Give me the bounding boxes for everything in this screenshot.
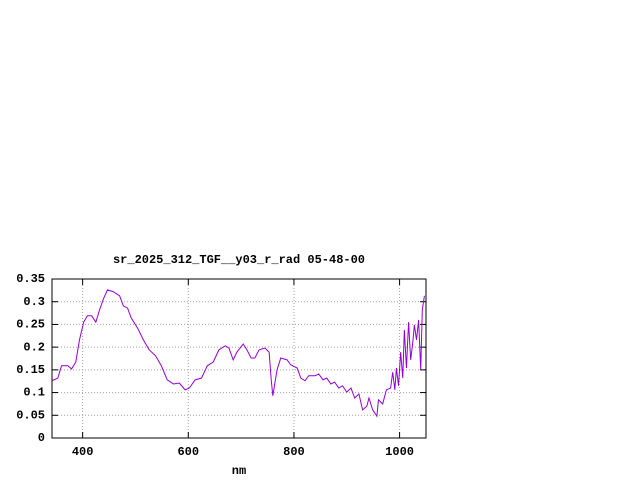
x-tick-label: 600 (177, 445, 199, 459)
y-tick-label: 0.05 (16, 408, 45, 422)
y-tick-label: 0.2 (23, 340, 45, 354)
x-tick-label: 400 (72, 445, 94, 459)
y-tick-label: 0.15 (16, 363, 45, 377)
x-tick-label: 1000 (385, 445, 414, 459)
chart-title: sr_2025_312_TGF__y03_r_rad 05-48-00 (113, 253, 365, 267)
y-tick-label: 0.35 (16, 272, 45, 286)
y-tick-label: 0.3 (23, 295, 45, 309)
y-tick-label: 0.25 (16, 318, 45, 332)
data-line (51, 289, 425, 418)
y-tick-label: 0.1 (23, 386, 45, 400)
x-axis-label: nm (232, 464, 246, 478)
plot-border (51, 278, 427, 439)
y-tick-label: 0 (38, 431, 45, 445)
x-tick-label: 800 (283, 445, 305, 459)
